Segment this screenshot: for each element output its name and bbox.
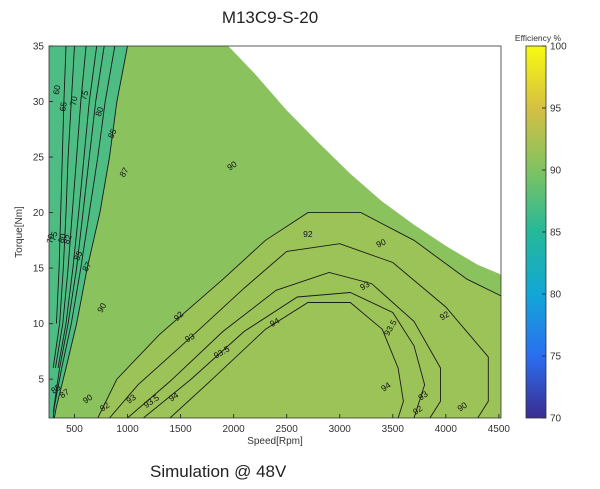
y-tick-label: 35 xyxy=(33,42,45,53)
y-tick-label: 5 xyxy=(38,375,44,386)
contour-label: 80 xyxy=(56,232,69,245)
y-tick-label: 10 xyxy=(33,319,45,330)
contour-line-80 xyxy=(57,46,98,369)
y-tick-label: 20 xyxy=(33,208,45,219)
contour-line-90 xyxy=(97,212,501,418)
x-tick-label: 1000 xyxy=(116,424,139,435)
colorbar-tick-label: 80 xyxy=(550,290,562,301)
colorbar-tick-label: 75 xyxy=(550,352,562,363)
colorbar-tick-label: 100 xyxy=(550,42,567,53)
x-tick-label: 3500 xyxy=(382,424,405,435)
x-tick-label: 4500 xyxy=(488,424,511,435)
x-tick-label: 2500 xyxy=(276,424,299,435)
contour-label: 82 xyxy=(61,233,74,246)
contour-label: 80 xyxy=(93,105,106,118)
contour-label: 70 xyxy=(44,233,56,244)
colorbar-tick-label: 70 xyxy=(550,414,562,425)
contour-line-85 xyxy=(52,46,116,418)
colorbar-label: Efficiency % xyxy=(515,33,562,43)
x-tick-label: 1500 xyxy=(169,424,192,435)
contour-line-75 xyxy=(54,46,87,369)
contour-label: 92 xyxy=(438,309,451,323)
x-tick-label: 2000 xyxy=(222,424,245,435)
contour-label: 65 xyxy=(57,101,69,112)
x-axis-label: Speed[Rpm] xyxy=(247,436,303,447)
contour-label: 75 xyxy=(47,230,59,242)
contour-label: 93 xyxy=(358,279,371,293)
y-tick-label: 25 xyxy=(33,153,45,164)
colorbar-tick-label: 95 xyxy=(550,104,562,115)
contour-line-65 xyxy=(55,46,67,324)
y-tick-label: 15 xyxy=(33,264,45,275)
contour-line-93-5 xyxy=(143,292,426,418)
contour-line-92 xyxy=(109,243,489,418)
x-tick-label: 3000 xyxy=(329,424,352,435)
caption: Simulation @ 48V xyxy=(150,462,287,481)
chart-title: M13C9-S-20 xyxy=(221,8,319,27)
contour-label: 85 xyxy=(106,127,119,140)
y-axis-label: Torque[Nm] xyxy=(14,206,25,258)
contour-label: 85 xyxy=(72,249,85,262)
contour-line-93 xyxy=(127,272,441,418)
band-87 xyxy=(49,46,128,418)
contour-line-70 xyxy=(52,46,75,369)
contour-label: 60 xyxy=(51,84,63,95)
contour-label: 87 xyxy=(80,260,94,273)
contour-label: 90 xyxy=(95,301,109,314)
contour-label: 87 xyxy=(117,165,131,178)
x-tick-label: 4000 xyxy=(435,424,458,435)
contour-label: 75 xyxy=(78,89,90,101)
contour-label: 94 xyxy=(268,315,281,329)
band-90 xyxy=(97,212,501,418)
colorbar-tick-label: 90 xyxy=(550,166,562,177)
contour-label: 93 xyxy=(183,331,196,345)
colorbar-tick-label: 85 xyxy=(550,228,562,239)
contour-label: 70 xyxy=(68,95,80,106)
y-tick-label: 30 xyxy=(33,97,45,108)
contour-line-87 xyxy=(53,46,128,418)
x-tick-label: 500 xyxy=(66,424,83,435)
contour-label: 90 xyxy=(375,237,388,250)
contour-line-94 xyxy=(169,302,404,418)
plot-frame xyxy=(48,45,502,419)
contour-line-82 xyxy=(52,46,105,413)
contour-label: 92 xyxy=(303,229,313,239)
